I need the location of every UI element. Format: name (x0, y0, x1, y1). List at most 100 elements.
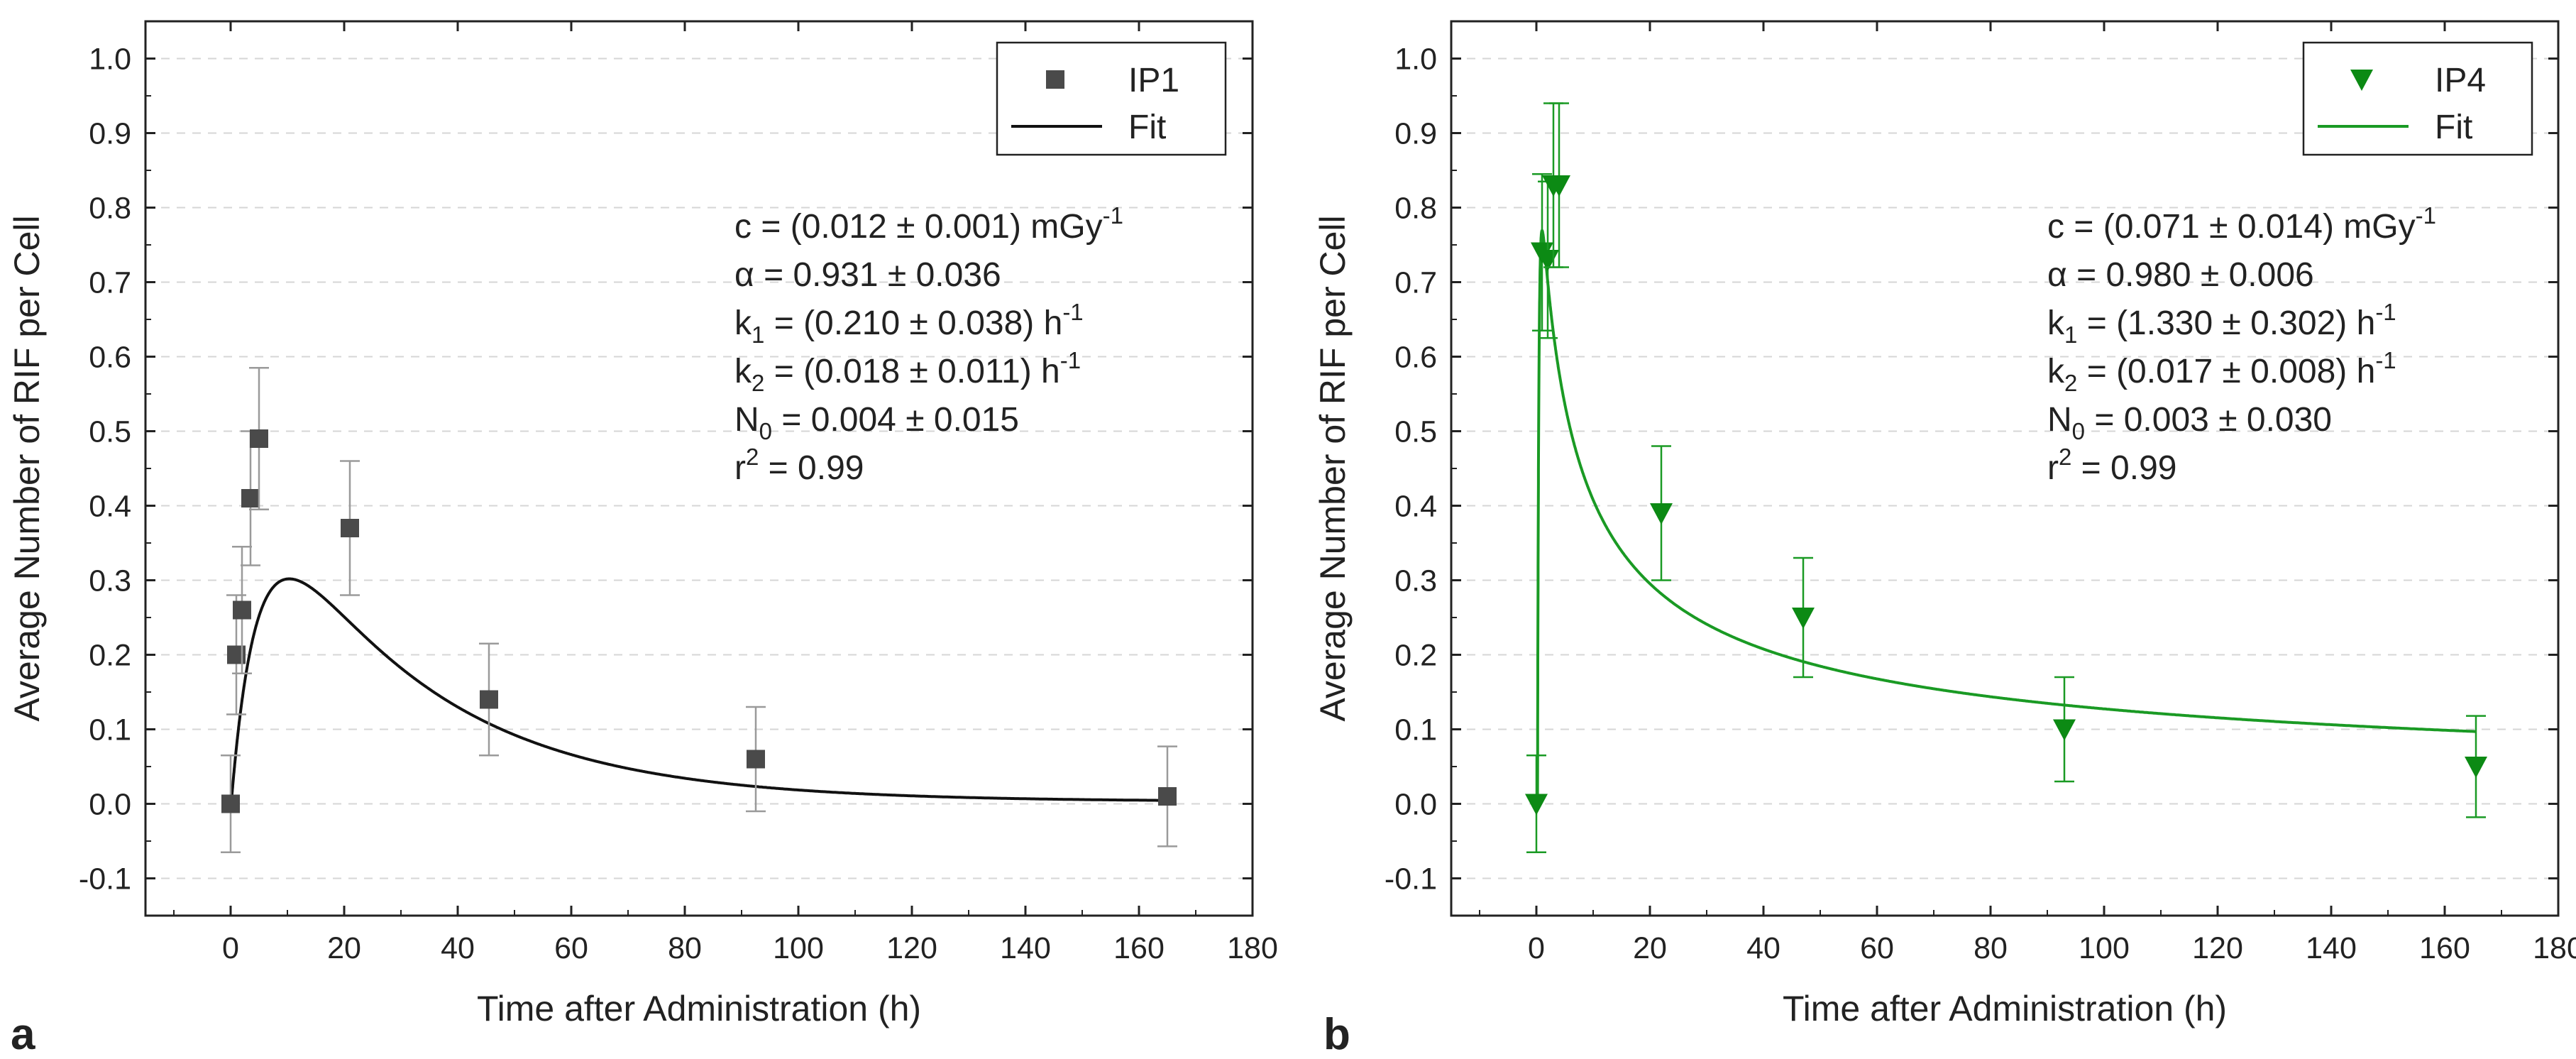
fit-parameter-text: = 0.99 (2071, 449, 2176, 487)
x-tick-label: 40 (1746, 931, 1780, 965)
y-tick-label: 0.7 (89, 266, 131, 300)
legend-box (2302, 41, 2533, 156)
chart-panel-a: -0.10.00.10.20.30.40.50.60.70.80.91.00 20… (7, 20, 1278, 1059)
superscript: -1 (1062, 299, 1083, 325)
y-tick-label: 0.5 (89, 415, 131, 449)
subscript: 2 (752, 370, 764, 396)
chart-panel-b: -0.10.00.10.20.30.40.50.60.70.80.91.00 20… (1313, 20, 2576, 1059)
fit-parameter-text: c = (0.071 ± 0.014) mGy (2047, 208, 2416, 246)
y-tick-label: 0.1 (1394, 713, 1437, 747)
panel-label: b (1323, 1010, 1350, 1059)
fit-parameter-text: k (734, 304, 752, 342)
legend-marker-triangle (2350, 70, 2373, 91)
subscript: 2 (2064, 370, 2077, 396)
fit-parameter-text: = 0.004 ± 0.015 (772, 401, 1019, 439)
y-tick-label: 0.0 (89, 788, 131, 822)
x-tick-label: 0 (1528, 931, 1545, 965)
fit-curve (229, 577, 1170, 806)
legend: IP1 Fit (996, 41, 1227, 156)
subscript: 1 (2064, 322, 2077, 348)
fit-parameter-text: α = 0.980 ± 0.006 (2047, 256, 2314, 294)
subscript: 0 (2072, 418, 2085, 444)
data-point (1158, 787, 1177, 806)
legend-label: Fit (2435, 109, 2472, 146)
fit-parameter-text: k (734, 353, 752, 390)
y-tick-label: 0.5 (1394, 415, 1437, 449)
x-tick-label: 140 (2306, 931, 2357, 965)
y-tick-label: 0.3 (89, 564, 131, 598)
fit-curve (1536, 229, 2477, 806)
x-tick-label: 180 (1227, 931, 1278, 965)
fit-parameter: c = (0.071 ± 0.014) mGy-1 (2047, 202, 2436, 246)
x-tick-label: 60 (1860, 931, 1894, 965)
y-tick-label: 0.0 (1394, 788, 1437, 822)
fit-parameter: k1 = (1.330 ± 0.302) h-1 (2047, 299, 2396, 348)
x-tick-label: 80 (1974, 931, 2008, 965)
legend-label: Fit (1128, 109, 1166, 146)
data-point (747, 750, 765, 769)
x-tick-label: 160 (2419, 931, 2470, 965)
superscript: -1 (2375, 299, 2396, 325)
data-point (241, 489, 260, 507)
superscript: 2 (2059, 444, 2071, 470)
legend-label: IP1 (1128, 62, 1179, 99)
fit-parameter: N0 = 0.003 ± 0.030 (2047, 401, 2332, 444)
data-point (2053, 719, 2076, 741)
data-point (341, 519, 359, 537)
y-tick-label: 0.9 (1394, 117, 1437, 151)
x-axis-title: Time after Administration (h) (477, 989, 921, 1028)
fit-parameter-text: r (2047, 449, 2059, 487)
fit-parameter-text: = (0.210 ± 0.038) h (764, 304, 1062, 342)
fit-parameter: c = (0.012 ± 0.001) mGy-1 (734, 202, 1123, 246)
fit-parameter-text: = (1.330 ± 0.302) h (2077, 304, 2375, 342)
fit-parameter-text: N (734, 401, 759, 439)
data-point (221, 794, 240, 813)
x-tick-label: 160 (1113, 931, 1165, 965)
subscript: 0 (759, 418, 772, 444)
legend: IP4 Fit (2302, 41, 2533, 156)
fit-parameter-text: r (734, 449, 746, 487)
fit-parameter: k1 = (0.210 ± 0.038) h-1 (734, 299, 1084, 348)
panel-label: a (11, 1010, 35, 1059)
data-point (1525, 794, 1548, 816)
y-tick-label: 1.0 (89, 43, 131, 77)
x-axis-title: Time after Administration (h) (1783, 989, 2227, 1028)
y-tick-label: -0.1 (1385, 862, 1437, 896)
y-tick-label: 0.3 (1394, 564, 1437, 598)
x-tick-label: 140 (1000, 931, 1051, 965)
x-tick-label: 20 (1633, 931, 1667, 965)
superscript: -1 (2416, 202, 2436, 229)
data-point (1548, 175, 1570, 197)
x-tick-label: 80 (668, 931, 702, 965)
fit-parameter-text: α = 0.931 ± 0.036 (734, 256, 1001, 294)
fit-parameter-text: = (0.017 ± 0.008) h (2077, 353, 2375, 390)
y-tick-label: 0.6 (89, 341, 131, 375)
legend-box (996, 41, 1227, 156)
fit-parameter-text: N (2047, 401, 2072, 439)
y-tick-label: 0.9 (89, 117, 131, 151)
y-tick-label: 0.8 (1394, 192, 1437, 226)
x-tick-label: 60 (554, 931, 588, 965)
fit-parameter-text: = 0.99 (759, 449, 864, 487)
legend-label: IP4 (2435, 62, 2486, 99)
fit-parameter-text: k (2047, 353, 2065, 390)
x-tick-label: 120 (2192, 931, 2243, 965)
fit-parameter: α = 0.980 ± 0.006 (2047, 256, 2314, 294)
y-tick-label: 0.2 (1394, 639, 1437, 673)
data-point (480, 690, 498, 709)
data-point (233, 600, 251, 620)
x-tick-label: 180 (2533, 931, 2576, 965)
superscript: -1 (2375, 347, 2396, 373)
y-tick-label: 1.0 (1394, 43, 1437, 77)
data-point (250, 429, 268, 448)
y-axis-title: Average Number of RIF per Cell (1313, 215, 1353, 721)
fit-parameter-text: k (2047, 304, 2065, 342)
y-tick-label: 0.8 (89, 192, 131, 226)
x-tick-label: 20 (327, 931, 361, 965)
y-tick-label: 0.4 (1394, 490, 1437, 524)
y-tick-label: -0.1 (79, 862, 131, 896)
x-tick-label: 100 (773, 931, 824, 965)
fit-parameter: α = 0.931 ± 0.036 (734, 256, 1001, 294)
superscript: 2 (746, 444, 759, 470)
subscript: 1 (752, 322, 764, 348)
